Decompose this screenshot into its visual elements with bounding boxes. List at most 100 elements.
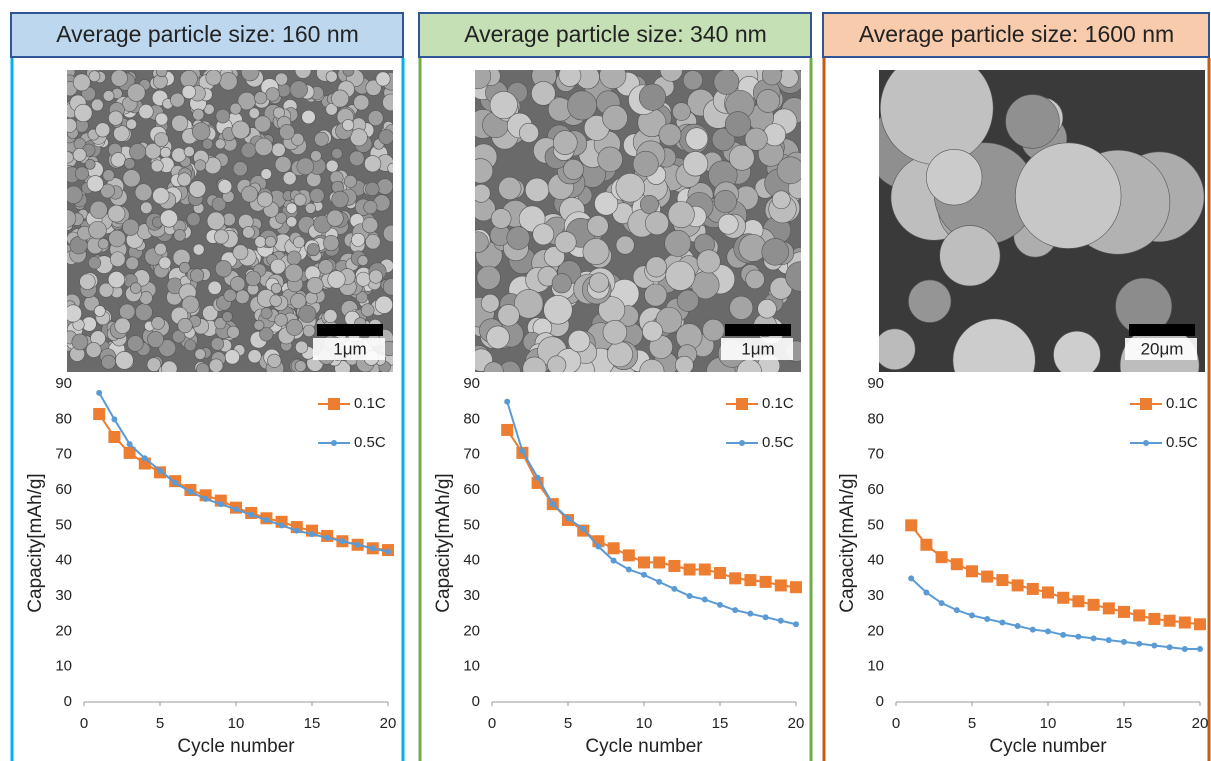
- particle: [567, 91, 596, 120]
- marker: [908, 575, 914, 581]
- particle: [87, 176, 103, 192]
- particle: [555, 232, 576, 253]
- particle: [267, 354, 281, 368]
- particle: [135, 184, 152, 201]
- particle: [310, 188, 324, 202]
- particle: [640, 359, 664, 383]
- particle: [85, 159, 95, 169]
- particle: [230, 103, 241, 114]
- marker: [793, 621, 799, 627]
- particle: [73, 148, 86, 161]
- marker: [187, 489, 193, 495]
- sem-image: 20μm: [868, 52, 1205, 405]
- particle: [737, 359, 762, 384]
- particle: [255, 236, 266, 247]
- particle: [271, 283, 281, 293]
- y-tick-label: 20: [55, 622, 72, 639]
- particle: [379, 129, 394, 144]
- particle: [477, 266, 500, 289]
- x-tick-label: 0: [892, 715, 900, 732]
- particle: [178, 318, 193, 333]
- particle: [644, 284, 666, 306]
- particle: [279, 124, 294, 139]
- particle: [646, 257, 666, 277]
- particle: [587, 216, 608, 237]
- marker: [1136, 641, 1142, 647]
- particle: [140, 202, 152, 214]
- particle: [194, 160, 205, 171]
- particle: [119, 304, 135, 320]
- marker: [504, 399, 510, 405]
- scale-bar: [1129, 324, 1195, 336]
- marker: [1148, 613, 1160, 625]
- legend-label: 0.1C: [1166, 395, 1198, 412]
- particle: [241, 186, 257, 202]
- particle: [283, 172, 296, 185]
- particle: [286, 203, 297, 214]
- sem-image: 1μm: [465, 59, 815, 386]
- particle: [1015, 143, 1121, 249]
- particle: [127, 84, 145, 102]
- particle: [953, 319, 1035, 401]
- particle: [303, 325, 315, 337]
- particle: [603, 320, 627, 344]
- particle: [683, 151, 708, 176]
- particle: [553, 131, 577, 155]
- legend-label: 0.5C: [1166, 434, 1198, 451]
- particle: [602, 105, 627, 130]
- particle: [703, 319, 725, 341]
- marker: [580, 526, 586, 532]
- y-axis-label: Capacity[mAh/g]: [837, 473, 858, 612]
- particle: [227, 326, 239, 338]
- marker: [385, 549, 391, 555]
- marker: [355, 542, 361, 548]
- particle: [589, 273, 608, 292]
- x-axis-label: Cycle number: [989, 736, 1107, 757]
- particle: [307, 243, 319, 255]
- particle: [108, 271, 125, 288]
- particle: [714, 69, 739, 94]
- particle: [383, 94, 400, 111]
- particle: [547, 356, 565, 374]
- particle: [178, 173, 191, 186]
- marker: [608, 542, 620, 554]
- marker: [203, 496, 209, 502]
- particle: [189, 181, 206, 198]
- marker: [1106, 637, 1112, 643]
- particle: [64, 305, 81, 322]
- particle: [498, 304, 520, 326]
- particle: [287, 251, 301, 265]
- particle: [286, 319, 302, 335]
- particle: [151, 160, 163, 172]
- marker: [1133, 609, 1145, 621]
- particle: [361, 304, 374, 317]
- particle: [156, 66, 167, 77]
- particle: [172, 115, 188, 131]
- particle: [490, 91, 518, 119]
- particle: [498, 177, 521, 200]
- marker: [747, 611, 753, 617]
- particle: [302, 110, 316, 124]
- marker: [954, 607, 960, 613]
- particle: [383, 278, 400, 295]
- marker: [996, 574, 1008, 586]
- particle: [160, 210, 177, 227]
- series-line: [99, 393, 388, 552]
- y-tick-label: 10: [867, 658, 884, 675]
- particle: [190, 269, 203, 282]
- marker: [729, 572, 741, 584]
- particle: [254, 320, 264, 330]
- particle: [109, 230, 126, 247]
- y-tick-label: 30: [55, 587, 72, 604]
- particle: [58, 210, 76, 228]
- legend-marker: [739, 440, 745, 446]
- particle: [616, 173, 645, 202]
- particle: [232, 121, 250, 139]
- marker: [1030, 627, 1036, 633]
- scale-bar: [317, 324, 383, 336]
- particle: [160, 147, 171, 158]
- y-tick-label: 90: [55, 375, 72, 392]
- particle: [261, 169, 272, 180]
- particle: [552, 274, 571, 293]
- particle: [225, 350, 240, 365]
